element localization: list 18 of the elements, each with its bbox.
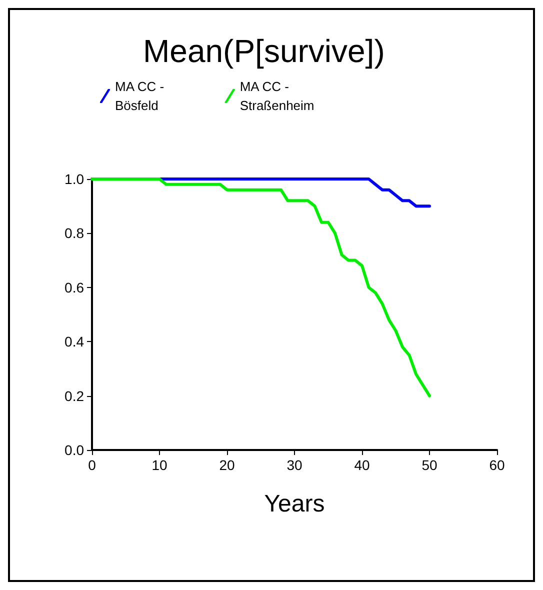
x-tick-label: 40 bbox=[354, 457, 370, 473]
legend-label: MA CC - Straßenheim bbox=[240, 79, 314, 113]
x-tick-label: 20 bbox=[219, 457, 235, 473]
x-tick-label: 50 bbox=[422, 457, 438, 473]
y-tick-label: 0.4 bbox=[64, 334, 84, 350]
x-tick-label: 0 bbox=[88, 457, 96, 473]
legend-label: MA CC - Bösfeld bbox=[115, 79, 164, 113]
y-tick-label: 1.0 bbox=[64, 171, 84, 187]
x-tick-label: 10 bbox=[152, 457, 168, 473]
y-tick-label: 0.8 bbox=[64, 225, 84, 242]
y-tick-label: 0.2 bbox=[64, 388, 84, 404]
y-tick-label: 0.6 bbox=[64, 279, 84, 296]
line-series bbox=[90, 178, 431, 398]
chart-title: Mean(P[survive]) bbox=[143, 33, 385, 69]
y-tick-label: 0.0 bbox=[64, 442, 84, 458]
x-tick-label: 60 bbox=[489, 457, 505, 473]
x-axis-title: Years bbox=[264, 490, 325, 518]
x-tick-label: 30 bbox=[286, 457, 302, 473]
